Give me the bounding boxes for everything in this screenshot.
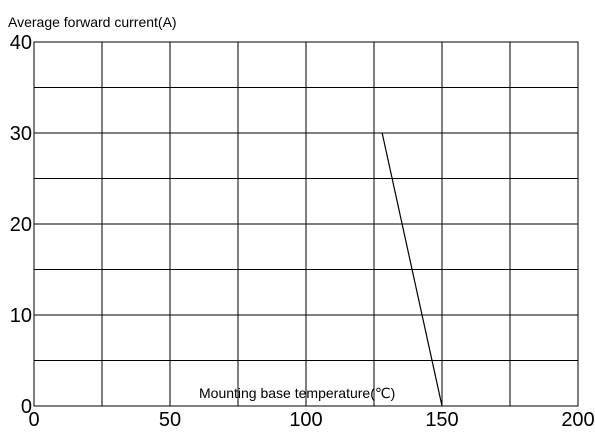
x-tick-label: 200 [561, 409, 594, 431]
y-tick-labels: 0 10 20 30 40 [10, 32, 32, 418]
derating-curve [381, 132, 443, 407]
y-tick-label: 30 [10, 123, 32, 145]
x-tick-label: 150 [425, 409, 458, 431]
y-tick-label: 20 [10, 214, 32, 236]
y-axis-title: Average forward current(A) [8, 14, 177, 30]
x-axis-title: Mounting base temperature(℃) [199, 385, 395, 401]
y-tick-label: 10 [10, 305, 32, 327]
x-tick-label: 50 [159, 409, 181, 431]
plot-frame [33, 41, 579, 407]
y-tick-label: 40 [10, 32, 32, 54]
x-tick-label: 0 [28, 409, 39, 431]
series-layer [381, 132, 443, 407]
x-tick-label: 100 [289, 409, 322, 431]
x-tick-labels: 0 50 100 150 200 [28, 409, 594, 431]
y-tick-label: 0 [21, 396, 32, 418]
grid [34, 42, 578, 406]
